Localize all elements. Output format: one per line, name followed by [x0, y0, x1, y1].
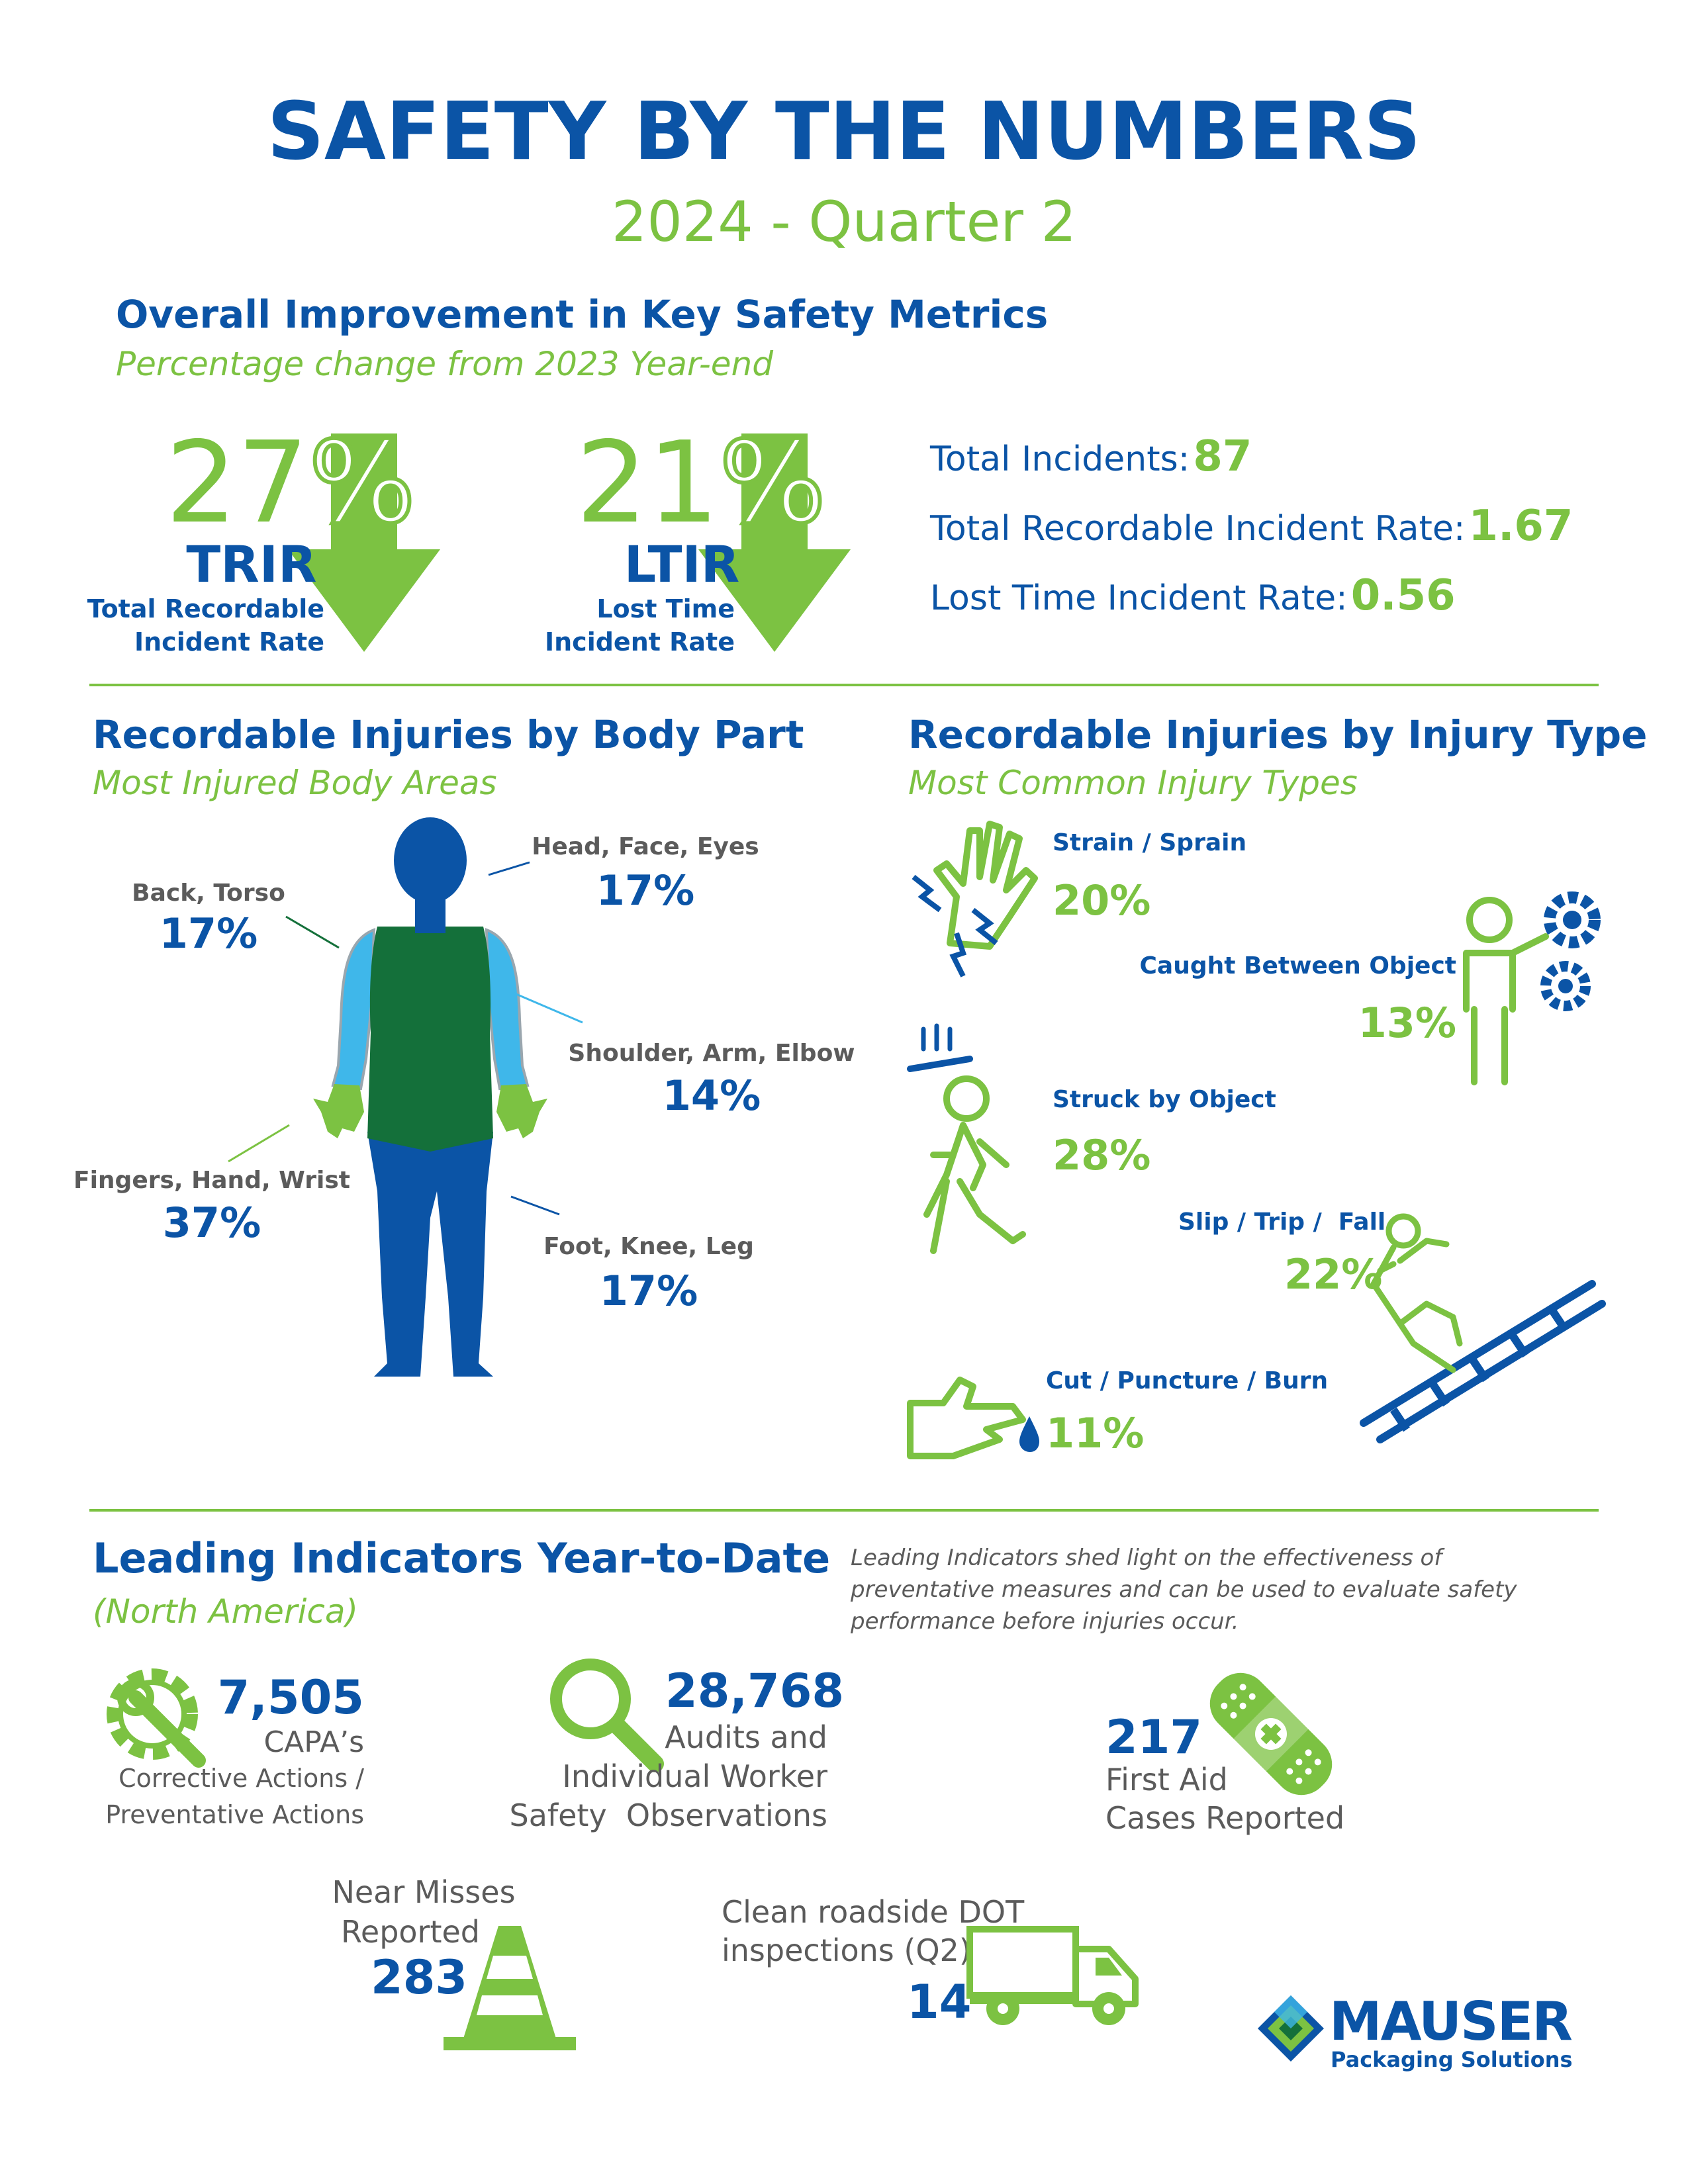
trir-label-line2: Incident Rate — [134, 627, 324, 657]
body-part-heading: Recordable Injuries by Body Part — [93, 712, 804, 757]
stat-total-incidents: Total Incidents: 87 — [930, 430, 1252, 494]
mauser-logo-icon — [1258, 1995, 1324, 2062]
stat-label: Total Recordable Incident Rate: — [930, 509, 1466, 549]
injury-struck-label: Struck by Object — [1053, 1086, 1276, 1113]
audits-value: 28,768 — [665, 1664, 845, 1718]
injury-caught-label: Caught Between Object — [1139, 952, 1456, 979]
leading-subheading: (North America) — [93, 1592, 359, 1631]
ltir-label-line2: Incident Rate — [544, 627, 735, 657]
body-back-label: Back, Torso — [132, 880, 285, 907]
ltir-percent-number: 21 — [576, 418, 720, 549]
dot-line2: inspections (Q2) — [722, 1933, 971, 1968]
ltir-abbr: LTIR — [624, 535, 740, 594]
body-head-label: Head, Face, Eyes — [532, 833, 759, 860]
gear-wrench-icon — [107, 1668, 206, 1768]
stat-value: 0.56 — [1350, 571, 1456, 620]
body-back-value: 17% — [159, 909, 258, 958]
page-title: SAFETY BY THE NUMBERS — [267, 86, 1421, 178]
capa-line1: CAPA’s — [263, 1725, 364, 1759]
ltir-percent-sign: % — [717, 418, 828, 549]
struck-by-object-icon — [907, 1023, 1026, 1254]
body-foot-label: Foot, Knee, Leg — [543, 1233, 754, 1260]
capa-line2: Corrective Actions / — [118, 1764, 364, 1793]
body-shoulder-label: Shoulder, Arm, Elbow — [568, 1040, 855, 1067]
injury-cut-label: Cut / Puncture / Burn — [1046, 1367, 1329, 1394]
dot-line1: Clean roadside DOT — [722, 1894, 1025, 1930]
audits-line2: Individual Worker — [562, 1758, 827, 1794]
ltir-down-arrow-icon — [698, 433, 851, 652]
first-aid-line2: Cases Reported — [1105, 1800, 1345, 1836]
stat-value: 87 — [1193, 432, 1252, 481]
first-aid-value: 217 — [1105, 1710, 1203, 1764]
trir-abbr: TRIR — [186, 535, 317, 594]
near-miss-line1: Near Misses — [332, 1874, 516, 1910]
slip-trip-fall-ladder-icon — [1360, 1213, 1606, 1443]
traffic-cone-icon — [444, 1926, 576, 2050]
logo-name: MAUSER — [1329, 1991, 1573, 2052]
strain-hand-icon — [912, 821, 1038, 978]
overall-heading: Overall Improvement in Key Safety Metric… — [116, 292, 1049, 337]
leading-note-line3: performance before injuries occur. — [851, 1608, 1239, 1635]
first-aid-line1: First Aid — [1105, 1762, 1228, 1797]
leading-heading: Leading Indicators Year-to-Date — [93, 1534, 831, 1582]
injury-type-heading: Recordable Injuries by Injury Type — [908, 712, 1648, 757]
injury-strain-label: Strain / Sprain — [1053, 829, 1247, 856]
body-head-value: 17% — [596, 866, 695, 915]
trir-label-line1: Total Recordable — [87, 594, 324, 623]
leading-note-line2: preventative measures and can be used to… — [851, 1576, 1517, 1603]
magnifier-icon — [550, 1659, 664, 1772]
logo-tagline: Packaging Solutions — [1331, 2047, 1573, 2072]
stat-ltir: Lost Time Incident Rate: 0.56 — [930, 569, 1456, 633]
injury-slip-label: Slip / Trip / Fall — [1178, 1208, 1386, 1236]
injury-slip-value: 22% — [1284, 1250, 1383, 1298]
capa-value: 7,505 — [217, 1670, 364, 1725]
body-fingers-value: 37% — [162, 1199, 261, 1247]
dot-value: 14 — [907, 1975, 972, 2029]
stat-label: Total Incidents: — [930, 439, 1190, 479]
near-miss-line2: Reported — [341, 1914, 480, 1950]
trir-down-arrow-icon — [288, 433, 440, 652]
cut-puncture-burn-hand-icon — [907, 1377, 1039, 1459]
stat-trir: Total Recordable Incident Rate: 1.67 — [930, 500, 1573, 563]
body-shoulder-value: 14% — [662, 1071, 761, 1120]
body-fingers-label: Fingers, Hand, Wrist — [73, 1167, 350, 1194]
body-part-subheading: Most Injured Body Areas — [93, 764, 497, 802]
capa-line3: Preventative Actions — [105, 1800, 364, 1829]
injury-type-subheading: Most Common Injury Types — [908, 764, 1358, 802]
trir-percent-sign: % — [306, 418, 418, 549]
divider-1 — [89, 684, 1599, 686]
injury-cut-value: 11% — [1046, 1409, 1145, 1457]
injury-strain-value: 20% — [1053, 876, 1151, 925]
caught-between-gears-icon — [1463, 891, 1601, 1085]
divider-2 — [89, 1509, 1599, 1512]
near-miss-value: 283 — [371, 1950, 468, 2005]
ltir-label-line1: Lost Time — [596, 594, 735, 623]
stat-value: 1.67 — [1468, 502, 1573, 551]
human-body-icon — [313, 817, 547, 1377]
truck-icon — [966, 1926, 1139, 2025]
audits-line1: Audits and — [665, 1719, 827, 1755]
trir-percent-number: 27 — [165, 418, 309, 549]
injury-struck-value: 28% — [1053, 1131, 1151, 1179]
trir-percent: 27% — [165, 422, 418, 545]
body-foot-value: 17% — [599, 1267, 698, 1315]
stat-label: Lost Time Incident Rate: — [930, 578, 1348, 618]
leading-note-line1: Leading Indicators shed light on the eff… — [851, 1545, 1442, 1571]
injury-caught-value: 13% — [1358, 999, 1456, 1047]
audits-line3: Safety Observations — [509, 1797, 827, 1833]
bandage-icon — [1209, 1672, 1333, 1796]
page-subtitle: 2024 - Quarter 2 — [611, 189, 1077, 254]
ltir-percent: 21% — [576, 422, 828, 545]
overall-subheading: Percentage change from 2023 Year-end — [116, 345, 773, 383]
